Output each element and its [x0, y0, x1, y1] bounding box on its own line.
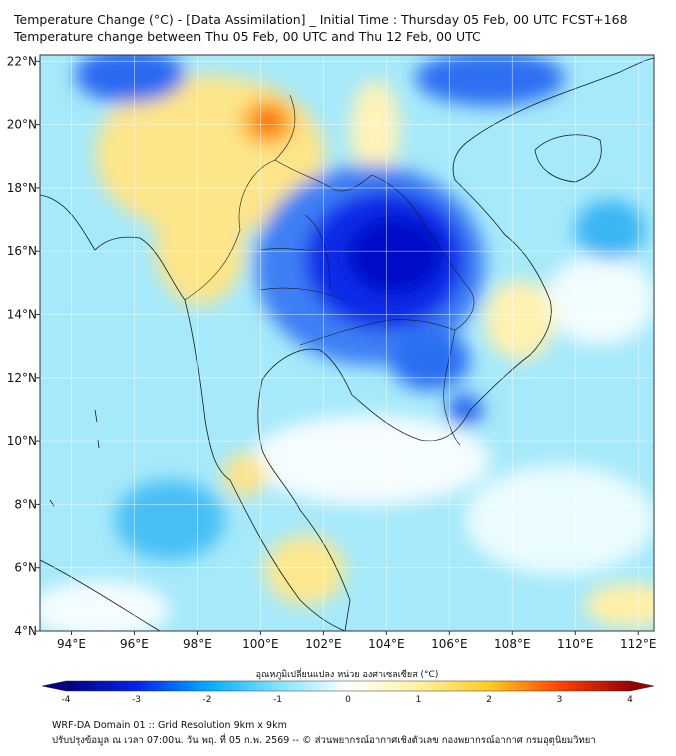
gridlines: [40, 55, 654, 631]
field-warm-malaya: [265, 535, 345, 605]
border-cambodia-vietnam: [443, 329, 461, 446]
field-warm-laos: [350, 80, 400, 180]
lon-tick-label-0: 94°E: [57, 637, 86, 651]
longitude-ticks: 94°E 96°E 98°E 100°E 102°E 104°E 106°E 108°E 110…: [57, 631, 657, 651]
colorbar-min-arrow: [41, 680, 67, 692]
coastline-hainan: [534, 134, 602, 183]
lon-tick-label-8: 110°E: [557, 637, 594, 651]
colorbar-ramp: [65, 680, 631, 692]
lat-tick-label-5: 14°N: [7, 308, 37, 322]
field-warm-vietnam: [485, 280, 555, 360]
colorbar-tick-label-1: -3: [132, 695, 141, 705]
lat-tick-label-6: 16°N: [7, 244, 37, 258]
field-warm-isthmus: [223, 453, 267, 497]
field-pale-east: [545, 255, 654, 345]
field-cold-peak: [347, 215, 443, 295]
country-borders: [184, 94, 475, 446]
lon-tick-label-4: 102°E: [305, 637, 342, 651]
colorbar-tick-label-4: 0: [345, 695, 351, 705]
lon-tick-label-6: 106°E: [431, 637, 468, 651]
footer-model-info: WRF-DA Domain 01 :: Grid Resolution 9km …: [52, 720, 287, 731]
lat-tick-label-2: 8°N: [14, 497, 37, 511]
colorbar-tick-label-2: -2: [203, 695, 212, 705]
field-warm-west: [155, 185, 245, 305]
field-cold-northeast: [415, 55, 565, 106]
lon-tick-label-2: 98°E: [183, 637, 212, 651]
field-cool-sea: [575, 200, 645, 260]
field-pale-central: [250, 415, 490, 505]
lat-tick-label-0: 4°N: [14, 624, 37, 638]
map-frame: [39, 54, 655, 632]
lat-tick-label-8: 20°N: [7, 118, 37, 132]
latitude-ticks: 4°N 6°N 8°N 10°N 12°N 14°N 16°N 18°N 20°N 22°N: [7, 54, 40, 638]
lon-tick-label-5: 104°E: [368, 637, 405, 651]
colorbar-ticks: -4 -3 -2 -1 0 1 2 3 4: [62, 695, 634, 705]
colorbar-tick-label-3: -1: [273, 695, 282, 705]
field-pale-southwest: [40, 580, 170, 631]
lon-tick-label-1: 96°E: [120, 637, 149, 651]
colorbar-title: อุณหภูมิเปลี่ยนแปลง หน่วย องศาเซลเซียส (…: [256, 667, 439, 680]
colorbar-tick-label-0: -4: [62, 695, 71, 705]
temperature-change-map: 94°E 96°E 98°E 100°E 102°E 104°E 106°E 108°E 110…: [7, 54, 657, 705]
colorbar-tick-label-8: 4: [627, 695, 633, 705]
lon-tick-label-9: 112°E: [620, 637, 657, 651]
coastline-mainland: [40, 57, 654, 631]
border-thailand-cambodia: [299, 319, 456, 346]
field-cold-northwest: [75, 55, 185, 103]
lat-tick-label-9: 22°N: [7, 54, 37, 68]
coastline-sumatra: [40, 559, 161, 631]
colorbar-tick-label-5: 1: [416, 695, 422, 705]
map-title: Temperature Change (°C) - [Data Assimila…: [14, 12, 628, 27]
lat-tick-label-1: 6°N: [14, 561, 37, 575]
colorbar-tick-label-6: 2: [486, 695, 492, 705]
field-hot-peak: [255, 110, 281, 134]
map-subtitle: Temperature change between Thu 05 Feb, 0…: [14, 29, 481, 44]
lon-tick-label-7: 108°E: [494, 637, 531, 651]
footer-credit: ปรับปรุงข้อมูล ณ เวลา 07:00น. วัน พฤ. ที…: [52, 735, 596, 746]
colorbar: [41, 680, 655, 692]
field-cold-cambodia: [390, 330, 470, 390]
lat-tick-label-4: 12°N: [7, 371, 37, 385]
temperature-field: [40, 55, 654, 631]
border-myanmar-thailand: [184, 94, 296, 301]
lat-tick-label-7: 18°N: [7, 181, 37, 195]
coastlines: [40, 57, 654, 631]
border-thailand-laos: [274, 159, 373, 192]
field-cold-mekong: [447, 394, 483, 426]
field-pale-southeast: [465, 465, 654, 575]
border-laos-vietnam: [371, 174, 475, 331]
field-cool-andaman: [115, 480, 225, 560]
colorbar-max-arrow: [629, 680, 655, 692]
field-warm-corner: [585, 583, 654, 627]
lat-tick-label-3: 10°N: [7, 434, 37, 448]
colorbar-tick-label-7: 3: [557, 695, 563, 705]
lon-tick-label-3: 100°E: [242, 637, 279, 651]
